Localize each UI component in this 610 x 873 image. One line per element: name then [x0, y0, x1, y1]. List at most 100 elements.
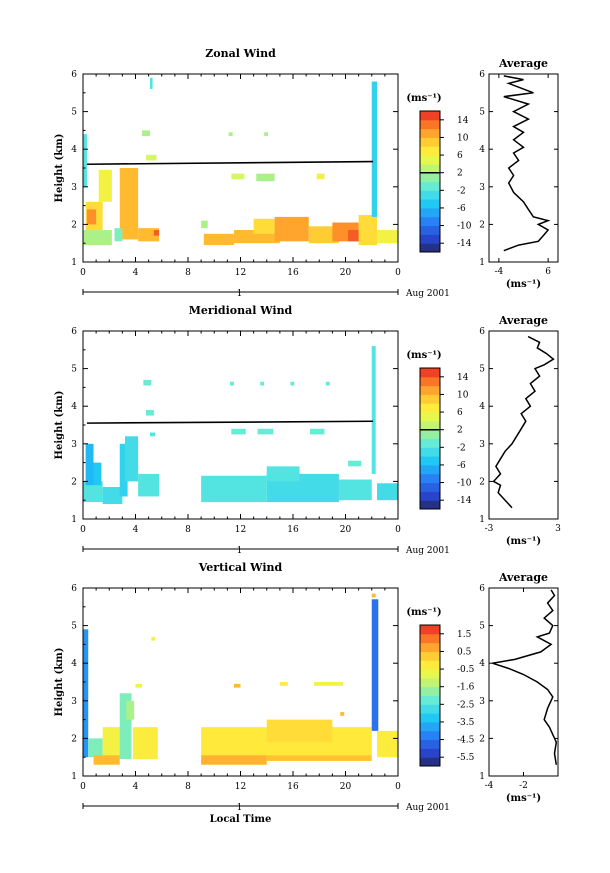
colorbar-segment	[420, 368, 440, 378]
colorbar-segment	[420, 625, 440, 635]
data-block	[266, 755, 372, 761]
profile-y-tick-label: 4	[479, 659, 485, 669]
data-block	[126, 700, 135, 720]
data-block	[85, 443, 94, 486]
colorbar-tick-label: -0.5	[457, 665, 475, 675]
profile-y-tick-label: 1	[479, 515, 485, 525]
data-block	[340, 712, 345, 716]
profile-x-tick-label: -4	[485, 781, 494, 791]
data-block	[86, 209, 97, 225]
profile-y-tick-label: 6	[479, 70, 485, 80]
day-marker: 1	[237, 803, 243, 813]
profile-y-tick-label: 5	[479, 108, 485, 118]
profile-frame	[488, 330, 559, 520]
colorbar-segment	[420, 739, 440, 749]
x-tick-label: 0	[395, 268, 401, 278]
colorbar-tick-label: 10	[457, 390, 469, 400]
date-label: Aug 2001	[405, 289, 450, 299]
data-block	[102, 727, 122, 760]
x-tick-label: 20	[340, 268, 352, 278]
y-tick-label: 4	[71, 659, 77, 669]
colorbar-tick-label: -2.5	[457, 700, 475, 710]
data-block	[228, 132, 233, 137]
profile-title: Average	[498, 57, 548, 70]
data-block	[316, 173, 325, 180]
x-tick-label: 0	[80, 268, 86, 278]
data-block	[314, 682, 343, 686]
x-tick-label: 16	[287, 782, 299, 792]
profile-x-tick-label: -4	[494, 267, 503, 277]
colorbar-tick-label: 6	[457, 151, 463, 161]
colorbar-segment	[420, 704, 440, 714]
x-tick-label: 8	[185, 782, 191, 792]
data-block	[377, 730, 398, 758]
data-block	[119, 693, 132, 760]
data-block	[93, 755, 120, 765]
colorbar-frame	[419, 624, 441, 767]
colorbar-segment	[420, 757, 440, 767]
data-block	[253, 218, 275, 234]
colorbar-segment	[420, 146, 440, 156]
data-block	[279, 682, 288, 686]
colorbar-segment	[420, 243, 440, 253]
x-tick-label: 4	[133, 782, 139, 792]
x-tick-label: 8	[185, 525, 191, 535]
profile-x-tick-label: 6	[545, 267, 551, 277]
profile-y-tick-label: 3	[479, 440, 485, 450]
y-tick-label: 6	[71, 584, 77, 594]
colorbar-tick-label: -10	[457, 222, 472, 232]
colorbar-segment	[420, 677, 440, 688]
colorbar-tick-label: 2	[457, 169, 463, 179]
colorbar-unit: (ms⁻¹)	[406, 350, 441, 361]
profile-y-tick-label: 2	[479, 734, 485, 744]
x-tick-label: 12	[235, 782, 246, 792]
data-block	[203, 233, 234, 246]
x-tick-label: 12	[235, 268, 246, 278]
colorbar-tick-label: 6	[457, 408, 463, 418]
x-tick-label: 12	[235, 525, 246, 535]
colorbar-segment	[420, 447, 440, 457]
profile-x-tick-label: 3	[555, 524, 561, 534]
colorbar-tick-label: 0.5	[457, 647, 472, 657]
data-block	[308, 226, 339, 244]
colorbar-segment	[420, 633, 440, 644]
colorbar-segment	[420, 438, 440, 448]
x-tick-label: 0	[395, 525, 401, 535]
colorbar-segment	[420, 730, 440, 741]
colorbar-segment	[420, 155, 440, 165]
colorbar-segment	[420, 473, 440, 484]
colorbar-segment	[420, 748, 440, 758]
colorbar-segment	[420, 651, 440, 661]
colorbar-segment	[420, 111, 440, 121]
colorbar-segment	[420, 376, 440, 387]
data-block	[153, 230, 160, 236]
data-block	[93, 462, 102, 486]
reference-line	[86, 420, 374, 424]
data-block	[266, 466, 300, 482]
data-block	[135, 683, 143, 688]
colorbar-frame	[419, 110, 441, 253]
data-block	[290, 381, 295, 386]
x-tick-label: 20	[340, 525, 352, 535]
data-block	[371, 346, 376, 474]
data-block	[231, 173, 245, 180]
profile-x-label: (ms⁻¹)	[506, 279, 541, 290]
x-tick-label: 4	[133, 268, 139, 278]
colorbar-segment	[420, 163, 440, 174]
colorbar-tick-label: 2	[457, 426, 463, 436]
profile-y-tick-label: 6	[479, 584, 485, 594]
colorbar-segment	[420, 190, 440, 200]
data-block	[143, 379, 152, 386]
x-tick-label: 16	[287, 525, 299, 535]
x-tick-label: 16	[287, 268, 299, 278]
data-block	[201, 755, 267, 765]
profile-y-tick-label: 2	[479, 220, 485, 230]
data-block	[83, 481, 103, 503]
colorbar-segment	[420, 491, 440, 501]
profile-line	[492, 335, 555, 509]
colorbar-tick-label: 14	[457, 373, 469, 383]
data-block	[231, 428, 246, 435]
data-block	[371, 81, 377, 217]
y-axis-label: Height (km)	[54, 391, 65, 460]
